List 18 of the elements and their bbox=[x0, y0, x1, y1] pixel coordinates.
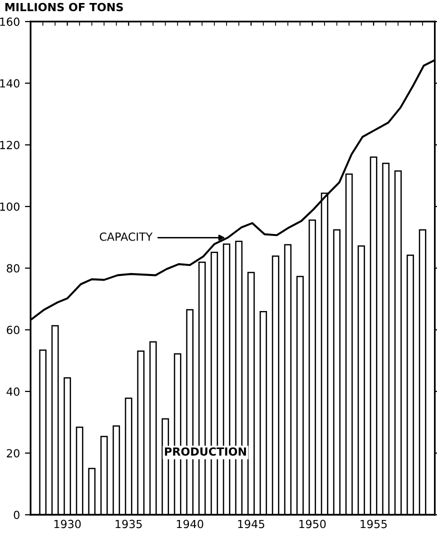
y-tick-label: 60 bbox=[6, 326, 20, 334]
y-tick-label: 100 bbox=[0, 202, 20, 211]
y-tick-label: 40 bbox=[6, 387, 20, 396]
x-tick-label: 1945 bbox=[238, 520, 264, 528]
x-tick-label: 1955 bbox=[360, 520, 387, 528]
annotation: CAPACITY bbox=[100, 232, 153, 241]
y-tick-label: 80 bbox=[6, 264, 20, 273]
y-tick-label: 160 bbox=[0, 18, 20, 26]
y-tick-label: 140 bbox=[0, 79, 20, 88]
x-tick-label: 1940 bbox=[176, 520, 204, 528]
x-tick-label: 1930 bbox=[54, 520, 81, 528]
x-tick-label: 1935 bbox=[116, 520, 142, 528]
x-tick-label: 1950 bbox=[299, 520, 326, 528]
annotation: PRODUCTION bbox=[165, 447, 246, 456]
y-tick-label: 0 bbox=[14, 510, 20, 520]
y-axis-title: MILLIONS OF TONS bbox=[5, 2, 123, 12]
y-tick-label: 20 bbox=[6, 449, 20, 458]
y-tick-label: 120 bbox=[0, 140, 20, 150]
